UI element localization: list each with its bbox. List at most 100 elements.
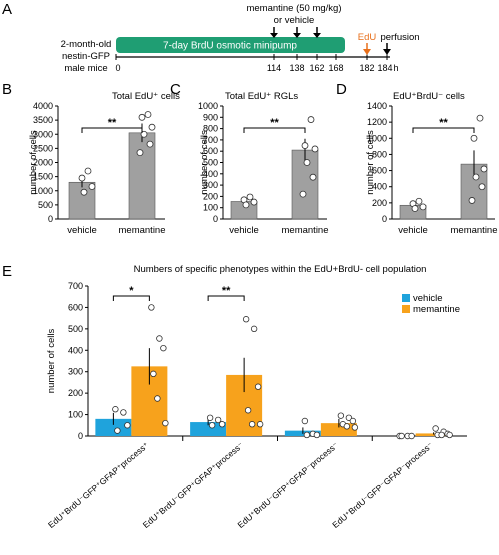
y-tick-label: 400 bbox=[203, 169, 218, 179]
data-point bbox=[343, 423, 351, 430]
y-tick-label: 600 bbox=[372, 166, 387, 176]
data-point bbox=[408, 432, 415, 440]
legend-swatch-vehicle bbox=[402, 294, 410, 302]
treatment-arrow-3 bbox=[313, 27, 321, 38]
x-tick-label-vehicle: vehicle bbox=[229, 225, 259, 236]
data-point bbox=[244, 407, 252, 414]
data-point bbox=[246, 193, 254, 201]
time-label-0: 0 bbox=[115, 63, 120, 73]
data-point bbox=[208, 422, 216, 429]
treatment-line-2: or vehicle bbox=[274, 15, 315, 26]
data-point bbox=[415, 197, 423, 205]
data-point bbox=[303, 159, 311, 166]
y-tick-label: 300 bbox=[203, 180, 218, 190]
subject-line-2: nestin-GFP bbox=[62, 51, 110, 62]
significance-bracket bbox=[112, 295, 150, 301]
significance-marker: * bbox=[129, 285, 134, 297]
panel-label-e: E bbox=[2, 263, 12, 280]
data-point bbox=[478, 183, 486, 191]
data-point bbox=[160, 344, 167, 352]
data-point bbox=[248, 421, 256, 428]
significance-marker: ** bbox=[439, 117, 448, 129]
data-point bbox=[476, 114, 484, 122]
data-point bbox=[150, 370, 157, 378]
y-tick-label: 4000 bbox=[33, 101, 53, 111]
x-tick-label: EdU⁺BrdU⁻GFP⁺GFAP⁻process⁻ bbox=[235, 440, 340, 530]
chart-title: Total EdU⁺ RGLs bbox=[225, 91, 298, 102]
bar-memantine bbox=[415, 433, 452, 436]
data-point bbox=[299, 190, 307, 198]
y-tick-label: 1000 bbox=[33, 186, 53, 196]
y-tick-label: 0 bbox=[48, 214, 53, 224]
data-point bbox=[88, 183, 96, 190]
data-point bbox=[124, 422, 131, 429]
time-label-184: 184 bbox=[377, 63, 392, 73]
data-point bbox=[78, 174, 86, 182]
data-point bbox=[432, 425, 439, 432]
data-point bbox=[311, 145, 319, 153]
data-point bbox=[398, 432, 405, 440]
treatment-arrow-2 bbox=[293, 27, 301, 38]
data-point bbox=[250, 198, 258, 206]
y-tick-label: 0 bbox=[78, 431, 83, 441]
subject-line-3: male mice bbox=[64, 63, 107, 74]
data-point bbox=[146, 140, 154, 148]
data-point bbox=[337, 412, 345, 419]
chart-title: Total EdU⁺ cells bbox=[112, 91, 180, 102]
data-point bbox=[138, 113, 146, 121]
y-tick-label: 700 bbox=[68, 281, 83, 291]
data-point bbox=[351, 424, 359, 431]
data-point bbox=[148, 123, 156, 131]
x-tick-label-memantine: memantine bbox=[282, 225, 329, 236]
significance-marker: ** bbox=[222, 285, 231, 297]
x-tick-label-vehicle: vehicle bbox=[67, 225, 97, 236]
data-point bbox=[218, 421, 226, 428]
data-point bbox=[250, 325, 258, 333]
significance-bracket bbox=[207, 295, 245, 301]
treatment-arrow-1 bbox=[270, 27, 278, 38]
y-tick-label: 400 bbox=[68, 345, 83, 355]
y-tick-label: 1500 bbox=[33, 172, 53, 182]
panel-label-c: C bbox=[170, 81, 181, 98]
significance-bracket bbox=[412, 127, 475, 133]
y-tick-label: 900 bbox=[203, 112, 218, 122]
significance-bracket bbox=[81, 127, 143, 133]
y-tick-label: 3500 bbox=[33, 115, 53, 125]
panel-label-a: A bbox=[2, 1, 12, 18]
chart-title: EdU⁺BrdU⁻ cells bbox=[393, 91, 465, 102]
y-tick-label: 300 bbox=[68, 367, 83, 377]
time-label-162: 162 bbox=[309, 63, 324, 73]
y-tick-label: 200 bbox=[372, 198, 387, 208]
y-tick-label: 800 bbox=[372, 149, 387, 159]
y-axis-label: number of cells bbox=[365, 130, 376, 195]
data-point bbox=[446, 431, 453, 439]
y-tick-label: 2000 bbox=[33, 158, 53, 168]
y-axis-label: number of cells bbox=[28, 130, 39, 195]
y-tick-label: 400 bbox=[372, 182, 387, 192]
bar-vehicle bbox=[95, 418, 132, 436]
minipump-bar bbox=[116, 37, 345, 53]
significance-marker: ** bbox=[108, 117, 117, 129]
data-point bbox=[301, 142, 309, 149]
subject-line-1: 2-month-old bbox=[61, 39, 112, 50]
y-tick-label: 1000 bbox=[198, 101, 218, 111]
data-point bbox=[206, 414, 214, 421]
time-label-114: 114 bbox=[267, 63, 281, 73]
data-point bbox=[480, 165, 488, 173]
y-tick-label: 1000 bbox=[367, 133, 387, 143]
legend-label-memantine: memantine bbox=[413, 304, 460, 315]
chart-phenotypes: Numbers of specific phenotypes within th… bbox=[46, 264, 467, 530]
data-point bbox=[301, 417, 309, 425]
data-point bbox=[468, 197, 476, 204]
data-point bbox=[80, 188, 88, 196]
edu-arrow bbox=[363, 43, 371, 55]
x-tick-label: EdU⁺BrdU⁻GFP⁺GFAP⁺process⁻ bbox=[141, 440, 246, 530]
chart-title: Numbers of specific phenotypes within th… bbox=[134, 264, 427, 275]
data-point bbox=[112, 406, 119, 413]
y-tick-label: 200 bbox=[68, 388, 83, 398]
data-point bbox=[419, 203, 427, 211]
y-tick-label: 200 bbox=[203, 191, 218, 201]
y-axis-label: number of cells bbox=[199, 130, 210, 195]
data-point bbox=[411, 205, 419, 212]
significance-marker: ** bbox=[270, 117, 279, 129]
